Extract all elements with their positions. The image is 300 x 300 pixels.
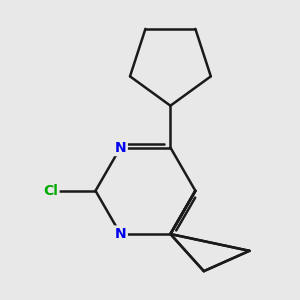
Text: N: N: [115, 227, 126, 241]
Text: N: N: [115, 140, 126, 154]
Text: Cl: Cl: [43, 184, 58, 198]
